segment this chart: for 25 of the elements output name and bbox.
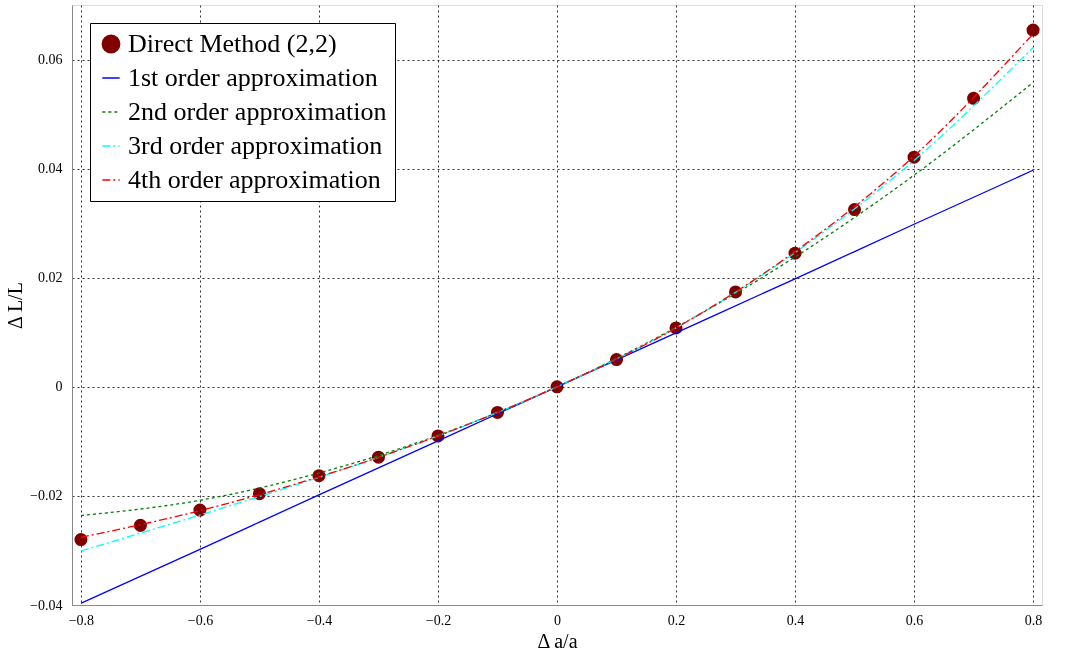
- x-tick-label: 0.8: [1024, 612, 1043, 628]
- x-tick-label: −0.8: [68, 612, 95, 628]
- line-series: [80, 169, 1034, 605]
- legend-label: Direct Method (2,2): [128, 29, 337, 58]
- point: [74, 533, 88, 547]
- y-tick-label: −0.04: [30, 597, 63, 613]
- x-tick-label: 0.2: [667, 612, 686, 628]
- x-tick-label: 0.4: [786, 612, 805, 628]
- x-tick-label: 0.6: [905, 612, 924, 628]
- legend-label: 4th order approximation: [128, 165, 381, 194]
- y-axis-title: Δ L/L: [4, 282, 27, 329]
- x-tick-label: −0.2: [425, 612, 452, 628]
- x-tick-label: −0.4: [306, 612, 333, 628]
- x-tick-label: 0: [554, 612, 561, 628]
- x-axis-title: Δ a/a: [537, 629, 578, 652]
- y-tick-label: 0.06: [38, 52, 63, 68]
- y-tick-label: 0.04: [38, 161, 63, 177]
- legend-label: 3rd order approximation: [128, 131, 383, 160]
- y-tick-label: 0.02: [38, 270, 63, 286]
- legend-label: 1st order approximation: [128, 63, 378, 92]
- point: [1026, 23, 1040, 37]
- legend-label: 2nd order approximation: [128, 97, 387, 126]
- x-tick-label: −0.6: [187, 612, 214, 628]
- y-tick-label: −0.02: [30, 488, 63, 504]
- y-tick-label: 0: [55, 379, 63, 395]
